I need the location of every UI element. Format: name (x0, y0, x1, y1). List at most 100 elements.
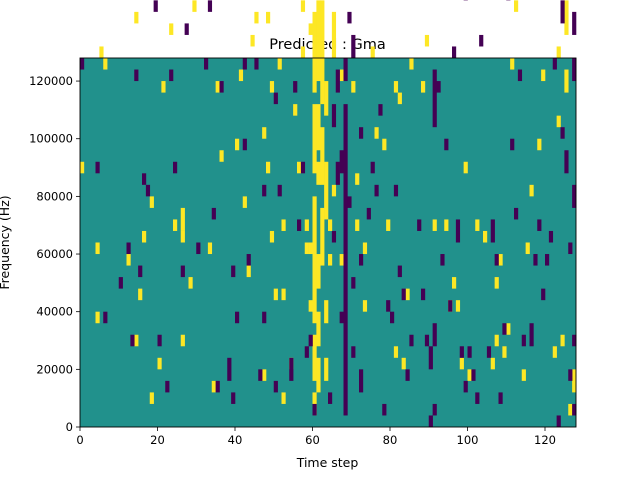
heatmap-cell-low (242, 58, 247, 70)
heatmap-cell-high (281, 288, 286, 301)
heatmap-cell-high (529, 184, 534, 197)
x-tick-label: 20 (150, 433, 165, 447)
heatmap-cell-high (142, 230, 147, 243)
heatmap-cell-high (219, 150, 224, 162)
heatmap-cell-low (486, 346, 492, 358)
heatmap-cell-high (393, 81, 399, 93)
heatmap-cell-low (560, 127, 565, 139)
heatmap-cell-high (401, 357, 406, 370)
heatmap-cell-low (444, 138, 449, 151)
heatmap-cell-low (312, 403, 317, 416)
heatmap-cell-low (572, 334, 577, 347)
heatmap-cell-high (308, 23, 313, 35)
heatmap-cell-low (537, 219, 542, 231)
heatmap-cell-high (262, 369, 267, 381)
heatmap-cell-low (207, 0, 213, 12)
heatmap-cell-low (103, 311, 108, 324)
heatmap-cell-low (572, 11, 577, 35)
heatmap-cell-low (463, 380, 468, 393)
heatmap-cell-high (235, 138, 240, 151)
heatmap-cell-high (312, 196, 317, 324)
heatmap-cell-high (328, 219, 333, 231)
heatmap-cell-high (134, 334, 139, 347)
heatmap-cell-low (498, 392, 503, 404)
heatmap-cell-low (378, 104, 383, 116)
heatmap-cell-low (343, 58, 348, 82)
heatmap-cell-high (281, 392, 286, 404)
heatmap-cell-high (355, 173, 360, 185)
heatmap-cell-high (99, 46, 104, 58)
heatmap-cell-low (541, 288, 546, 301)
y-tick-label: 40000 (36, 305, 73, 319)
heatmap-cell-high (308, 300, 313, 312)
heatmap-cell-low (490, 219, 495, 243)
heatmap-cell-low (448, 300, 453, 312)
heatmap-cell-low (560, 0, 565, 24)
heatmap-cell-high (541, 69, 546, 82)
heatmap-cell-high (149, 392, 154, 404)
heatmap-cell-high (180, 207, 185, 231)
heatmap-cell-high (192, 0, 197, 12)
heatmap-cell-low (459, 346, 464, 358)
heatmap-cell-high (180, 334, 185, 347)
x-tick-label: 40 (228, 433, 243, 447)
heatmap-cell-high (568, 403, 573, 416)
heatmap-cell-low (552, 58, 557, 70)
heatmap-cell-high (463, 161, 468, 174)
heatmap-cell-high (510, 58, 515, 70)
heatmap-cell-low (467, 346, 472, 358)
heatmap-cell-high (351, 81, 356, 93)
heatmap-cell-high (564, 0, 569, 35)
chart-title: Predicted : Gma (269, 37, 385, 53)
heatmap-cell-low (211, 207, 216, 220)
heatmap-cell-low (254, 58, 259, 70)
heatmap-cell-low (300, 161, 306, 174)
heatmap-cell-high (355, 219, 360, 231)
heatmap-cell-high (266, 11, 271, 24)
heatmap-cell-high (273, 288, 278, 301)
heatmap-cell-high (452, 277, 457, 289)
heatmap-cell-high (514, 0, 519, 12)
heatmap-cell-high (421, 81, 426, 93)
y-tick-label: 120000 (29, 74, 73, 88)
heatmap-cell-high (444, 219, 449, 231)
heatmap-cell-high (382, 138, 387, 151)
heatmap-cell-low (514, 207, 519, 220)
heatmap-cell-high (316, 357, 321, 393)
heatmap-cell-high (312, 11, 317, 93)
heatmap-cell-high (269, 230, 275, 243)
y-axis-label: Frequency (Hz) (0, 195, 12, 289)
heatmap-cell-high (281, 219, 286, 231)
heatmap-cell-high (386, 219, 391, 231)
heatmap-cell-high (498, 254, 503, 266)
y-tick-label: 80000 (36, 189, 73, 203)
heatmap-cell-low (126, 242, 131, 255)
heatmap-cell-high (161, 81, 166, 93)
x-tick-label: 120 (534, 433, 556, 447)
heatmap-cell-high (459, 357, 464, 370)
heatmap-cell-low (184, 23, 189, 35)
heatmap-cell-high (173, 219, 178, 231)
heatmap-cell-low (153, 0, 158, 12)
heatmap-cell-low (258, 369, 263, 381)
heatmap-cell-high (331, 11, 337, 59)
heatmap-cell-high (262, 127, 267, 139)
heatmap-cell-low (204, 58, 209, 70)
heatmap-cell-low (347, 196, 352, 208)
heatmap-cell-low (436, 81, 441, 93)
heatmap-cell-high (304, 219, 309, 231)
heatmap-cell-high (537, 138, 542, 151)
heatmap-cell-high (320, 127, 325, 185)
heatmap-cell-low (273, 92, 278, 105)
heatmap-cell-low (568, 369, 573, 381)
heatmap-cells (80, 0, 577, 427)
heatmap-cell-low (564, 150, 569, 174)
heatmap-cell-low (494, 254, 499, 266)
heatmap-cell-low (393, 184, 399, 197)
heatmap-cell-low (138, 265, 143, 278)
heatmap-cell-high (316, 104, 321, 151)
y-tick-label: 60000 (36, 247, 73, 261)
heatmap-cell-high (362, 300, 368, 312)
heatmap-cell-high (324, 300, 329, 324)
heatmap-cell-low (533, 254, 538, 266)
